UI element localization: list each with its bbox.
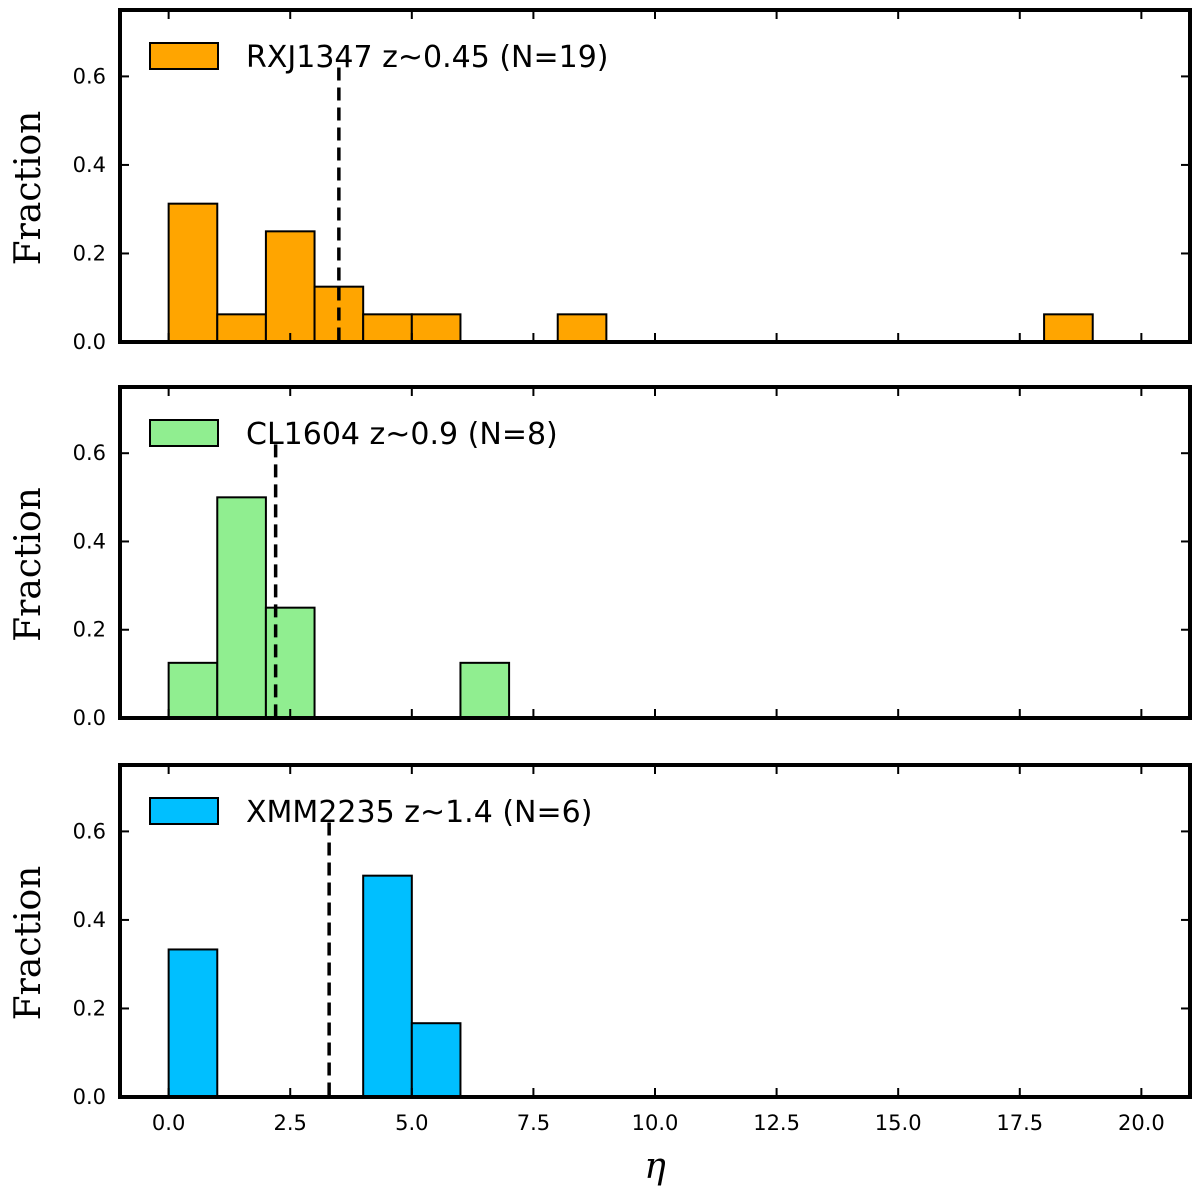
histogram-bar — [264, 606, 316, 720]
y-axis-label: Fraction — [8, 487, 49, 642]
legend-label: RXJ1347 z~0.45 (N=19) — [246, 40, 609, 75]
histogram-bar — [264, 230, 316, 343]
panel-3: 0.0 0.2 0.4 0.6 0.0 2.5 5.0 7.5 10.0 12.5 15.0 17.5… — [8, 763, 1192, 1187]
histogram-bar — [167, 948, 219, 1099]
x-tick-label: 15.0 — [875, 1111, 922, 1135]
axes-frame — [118, 763, 1192, 1099]
y-tick-label: 0.0 — [73, 330, 106, 354]
histogram-bars — [167, 496, 511, 720]
y-tick-label: 0.0 — [73, 706, 106, 730]
legend: XMM2235 z~1.4 (N=6) — [149, 795, 592, 830]
histogram-bar — [410, 1022, 462, 1098]
histogram-bars — [167, 874, 462, 1099]
y-tick-label: 0.6 — [73, 819, 106, 843]
legend: RXJ1347 z~0.45 (N=19) — [149, 40, 609, 75]
y-tick-label: 0.6 — [73, 64, 106, 88]
x-tick-label: 5.0 — [395, 1111, 428, 1135]
axes-frame — [118, 8, 1192, 344]
x-tick-label: 2.5 — [274, 1111, 307, 1135]
legend-swatch — [149, 419, 219, 447]
legend-label: CL1604 z~0.9 (N=8) — [246, 417, 558, 452]
y-tick-label: 0.6 — [73, 441, 106, 465]
y-tick-label: 0.2 — [73, 996, 106, 1020]
histogram-bars — [167, 202, 1094, 344]
panel-1: 0.0 0.2 0.4 0.6 Fraction RXJ1347 z~0.45 (N=19… — [8, 8, 1192, 354]
histogram-bar — [362, 874, 413, 1099]
legend-swatch — [149, 797, 219, 825]
legend: CL1604 z~0.9 (N=8) — [149, 417, 558, 452]
histogram-bar — [216, 313, 267, 344]
panel-2: 0.0 0.2 0.4 0.6 Fraction CL1604 z~0.9 (N=8) — [8, 385, 1192, 730]
histogram-bar — [410, 313, 462, 344]
legend-swatch — [149, 42, 219, 70]
x-tick-label: 17.5 — [996, 1111, 1043, 1135]
x-tick-label: 7.5 — [517, 1111, 550, 1135]
y-tick-label: 0.4 — [73, 153, 106, 177]
y-tick-label: 0.2 — [73, 618, 106, 642]
x-tick-label: 10.0 — [632, 1111, 679, 1135]
histogram-bar — [556, 313, 608, 344]
y-tick-label: 0.0 — [73, 1085, 106, 1109]
x-tick-label: 0.0 — [152, 1111, 185, 1135]
histogram-bar — [216, 496, 267, 720]
y-axis-label: Fraction — [8, 866, 49, 1021]
x-axis-label: η — [644, 1146, 666, 1187]
histogram-bar — [167, 202, 219, 343]
histogram-bar — [362, 313, 413, 344]
y-tick-label: 0.4 — [73, 908, 106, 932]
y-tick-label: 0.4 — [73, 529, 106, 553]
x-tick-label: 12.5 — [753, 1111, 800, 1135]
x-tick-label: 20.0 — [1118, 1111, 1165, 1135]
histogram-bar — [167, 661, 219, 719]
histogram-bar — [459, 661, 511, 719]
y-tick-label: 0.2 — [73, 241, 106, 265]
histogram-bar — [1043, 313, 1094, 344]
axes-frame — [118, 385, 1192, 720]
y-axis-label: Fraction — [8, 111, 49, 266]
legend-label: XMM2235 z~1.4 (N=6) — [246, 795, 592, 830]
